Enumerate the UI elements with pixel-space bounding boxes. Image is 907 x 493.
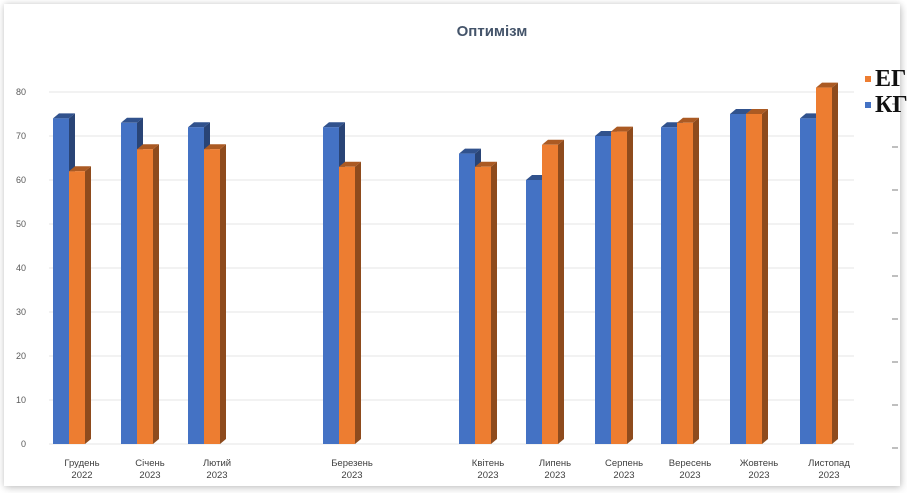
legend-label-eg: ЕГ [875, 66, 907, 92]
right-edge-ticks [892, 103, 898, 449]
x-tick-label: Березень 2023 [331, 458, 373, 481]
bar-front [339, 166, 355, 445]
bar-top [542, 139, 564, 145]
bar-eg-4 [339, 161, 361, 445]
bar-top [746, 109, 768, 114]
bar-layer [53, 82, 838, 445]
bar-top [188, 122, 210, 128]
bar-front [542, 144, 558, 445]
bar-front [816, 87, 832, 444]
y-tick-label: 30 [16, 307, 26, 317]
x-tick-label: Вересень 2023 [669, 458, 711, 481]
bar-eg-7 [611, 126, 633, 444]
bar-side [693, 117, 699, 445]
bar-front [677, 122, 693, 445]
bar-side [153, 144, 159, 444]
bar-eg-8 [677, 117, 699, 445]
bar-front [459, 153, 475, 444]
bar-side [832, 82, 838, 444]
x-tick-label: Листопад 2023 [808, 458, 850, 481]
bar-eg-6 [542, 139, 564, 445]
bar-front [121, 122, 137, 445]
bar-front [53, 118, 69, 445]
bar-front [188, 127, 204, 444]
bar-side [85, 166, 91, 444]
bar-eg-10 [816, 82, 838, 444]
bar-front [69, 171, 85, 444]
bar-side [627, 126, 633, 444]
legend-label-kg: КГ [875, 92, 907, 118]
bar-top [475, 161, 497, 167]
bar-top [69, 166, 91, 172]
bar-top [339, 161, 361, 167]
chart-frame: Оптимізм 0 10 20 30 40 50 60 70 80 Грудень 2022 Сі… [4, 4, 907, 486]
x-tick-label: Квітень 2023 [472, 458, 504, 481]
legend-item-eg: ЕГ [865, 66, 907, 92]
x-tick-label: Лютий 2023 [203, 458, 231, 481]
bar-front [611, 131, 627, 444]
bar-top [459, 148, 481, 154]
y-tick-label: 20 [16, 351, 26, 361]
bar-side [355, 161, 361, 445]
bar-eg-1 [69, 166, 91, 444]
bar-top [816, 82, 838, 88]
x-axis-labels: Грудень 2022 Січень 2023 Лютий 2023 Березень 20… [64, 458, 850, 481]
bar-side [220, 144, 226, 444]
bar-front [595, 136, 611, 444]
legend-swatch-kg [865, 102, 871, 108]
bar-front [526, 180, 542, 444]
y-tick-label: 10 [16, 395, 26, 405]
bar-front [475, 166, 491, 445]
bar-side [762, 109, 768, 444]
bar-top [323, 122, 345, 128]
bar-front [730, 114, 746, 444]
y-tick-label: 70 [16, 131, 26, 141]
bar-front [204, 149, 220, 444]
y-tick-label: 40 [16, 263, 26, 273]
bar-front [137, 149, 153, 444]
bar-top [730, 109, 752, 114]
grid-layer [49, 91, 854, 445]
bar-top [121, 117, 143, 123]
x-tick-label: Січень 2023 [135, 458, 164, 481]
y-tick-label: 60 [16, 175, 26, 185]
legend-swatch-eg [865, 76, 871, 82]
bar-front [323, 127, 339, 444]
y-tick-label: 50 [16, 219, 26, 229]
bar-top [677, 117, 699, 123]
legend: ЕГ КГ [865, 66, 907, 118]
bar-top [611, 126, 633, 132]
legend-item-kg: КГ [865, 92, 907, 118]
x-tick-label: Жовтень 2023 [740, 458, 779, 481]
bar-eg-5 [475, 161, 497, 445]
bar-eg-2 [137, 144, 159, 444]
bar-top [204, 144, 226, 150]
y-axis-ticks: 0 10 20 30 40 50 60 70 80 [16, 87, 26, 449]
bar-top [137, 144, 159, 150]
bar-top [53, 113, 75, 119]
bar-eg-9 [746, 109, 768, 444]
x-tick-label: Грудень 2022 [64, 458, 99, 481]
bar-side [558, 139, 564, 445]
x-tick-label: Серпень 2023 [605, 458, 643, 481]
x-tick-label: Липень 2023 [539, 458, 571, 481]
bar-eg-3 [204, 144, 226, 444]
y-tick-label: 0 [21, 439, 26, 449]
bar-front [661, 127, 677, 444]
chart-title: Оптимізм [457, 23, 528, 40]
bar-front [746, 114, 762, 444]
bar-front [800, 118, 816, 445]
bar-side [491, 161, 497, 445]
chart-svg: Оптимізм 0 10 20 30 40 50 60 70 80 Грудень 2022 Сі… [16, 23, 898, 481]
y-tick-label: 80 [16, 87, 26, 97]
